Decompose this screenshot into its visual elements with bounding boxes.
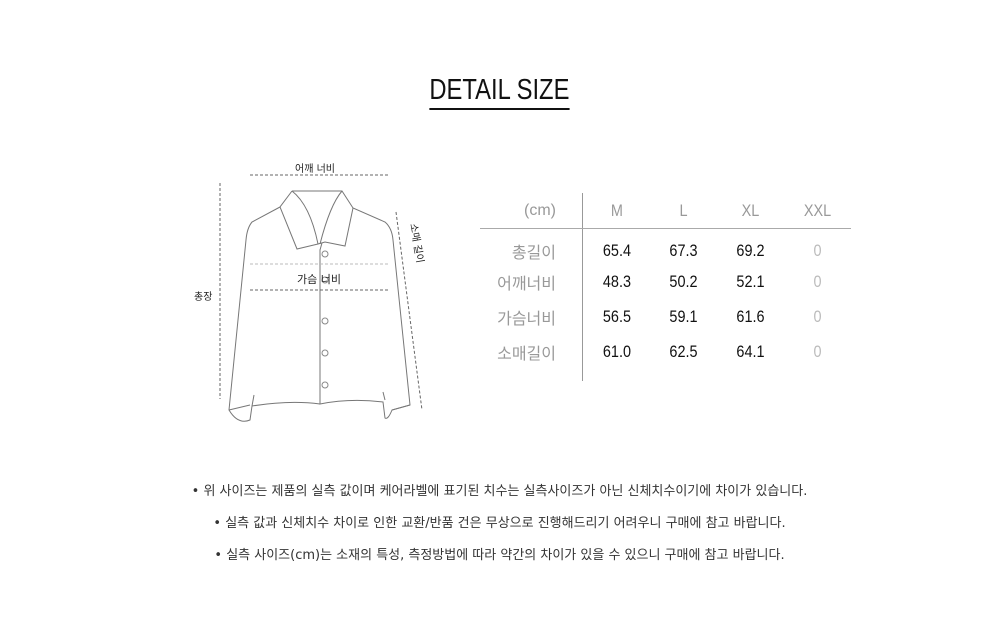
- cell: 0: [813, 271, 822, 291]
- cell: 61.6: [736, 306, 765, 326]
- cell: 48.3: [602, 271, 631, 291]
- size-header: L: [655, 193, 712, 229]
- table-header: (cm) M L XL XXL: [480, 193, 851, 229]
- note-item: • 위 사이즈는 제품의 실측 값이며 케어라벨에 표기된 치수는 실측사이즈가…: [191, 484, 808, 499]
- cell: 62.5: [669, 341, 698, 361]
- cell: 59.1: [669, 306, 698, 326]
- cell: 0: [813, 240, 822, 260]
- table-row: 어깨너비 48.3 50.2 52.1 0: [480, 264, 851, 299]
- unit-header: (cm): [480, 193, 583, 229]
- size-header: XL: [722, 193, 779, 229]
- note-item: • 실측 값과 신체치수 차이로 인한 교환/반품 건은 무상으로 진행해드리기…: [213, 516, 786, 531]
- cell: 65.4: [602, 240, 631, 260]
- size-header: M: [587, 193, 645, 229]
- size-header: XXL: [789, 193, 846, 229]
- cell: 56.5: [602, 306, 631, 326]
- measure-lines: [219, 174, 423, 411]
- row-label: 총길이: [480, 228, 583, 264]
- note-text: 실측 사이즈(cm)는 소재의 특성, 측정방법에 따라 약간의 차이가 있을 …: [226, 548, 785, 563]
- cell: 67.3: [669, 240, 698, 260]
- cell: 0: [813, 341, 822, 361]
- table-row: 총길이 65.4 67.3 69.2 0: [480, 228, 851, 264]
- cell: 52.1: [736, 271, 765, 291]
- cell: 61.0: [602, 341, 631, 361]
- table-row: 가슴너비 56.5 59.1 61.6 0: [480, 299, 851, 334]
- note-text: 위 사이즈는 제품의 실측 값이며 케어라벨에 표기된 치수는 실측사이즈가 아…: [203, 484, 808, 499]
- size-table: (cm) M L XL XXL 총길이 65.4 67.3 69.2 0 어깨너…: [480, 193, 851, 381]
- jacket-outline: [228, 190, 411, 422]
- note-text: 실측 값과 신체치수 차이로 인한 교환/반품 건은 무상으로 진행해드리기 어…: [225, 516, 786, 531]
- cell: 50.2: [669, 271, 698, 291]
- note-item: • 실측 사이즈(cm)는 소재의 특성, 측정방법에 따라 약간의 차이가 있…: [214, 548, 785, 563]
- shoulder-label: 어깨 너비: [295, 164, 335, 175]
- row-label: 소매길이: [480, 334, 583, 381]
- table-row: 소매길이 61.0 62.5 64.1 0: [480, 334, 851, 381]
- notes: • 위 사이즈는 제품의 실측 값이며 케어라벨에 표기된 치수는 실측사이즈가…: [0, 482, 999, 578]
- page-title: DETAIL SIZE: [429, 74, 570, 110]
- length-label: 총장: [194, 292, 213, 303]
- cell: 69.2: [736, 240, 765, 260]
- sleeve-measure-line: [395, 211, 423, 411]
- buttons: [321, 250, 329, 389]
- chest-label: 가슴 너비: [297, 273, 341, 286]
- cell: 64.1: [736, 341, 765, 361]
- row-label: 어깨너비: [480, 264, 583, 299]
- cell: 0: [813, 306, 822, 326]
- row-label: 가슴너비: [480, 299, 583, 334]
